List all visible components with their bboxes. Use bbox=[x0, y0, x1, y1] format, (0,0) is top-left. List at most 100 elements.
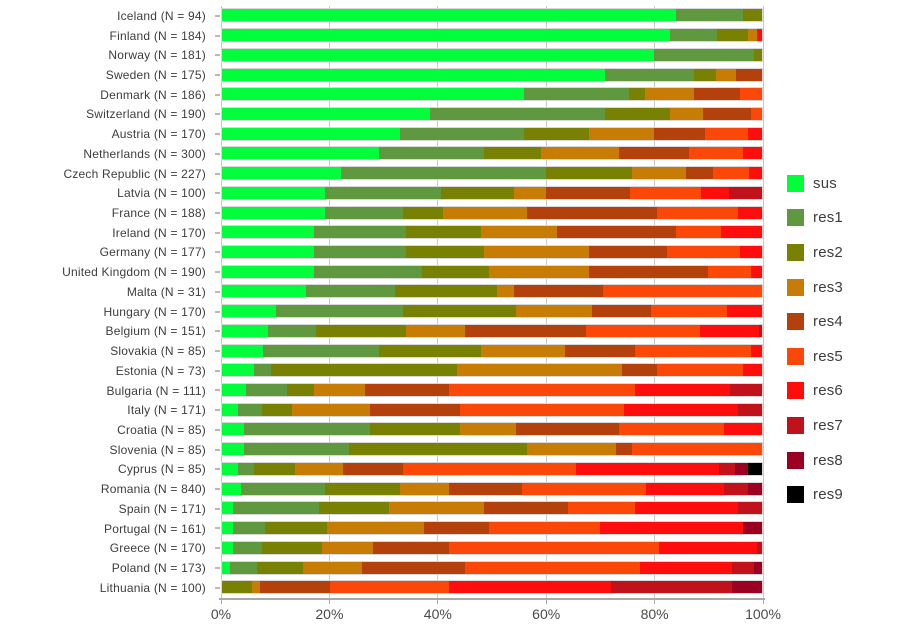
segment-res2 bbox=[378, 344, 482, 357]
segment-res6 bbox=[748, 127, 762, 140]
y-tick bbox=[215, 73, 220, 76]
segment-res5 bbox=[402, 462, 576, 475]
segment-res5 bbox=[448, 541, 660, 554]
segment-res1 bbox=[232, 522, 266, 535]
segment-res4 bbox=[736, 68, 762, 81]
segment-res2 bbox=[262, 541, 322, 554]
segment-res2 bbox=[324, 482, 401, 495]
legend-swatch-res5 bbox=[787, 347, 804, 365]
segment-res1 bbox=[313, 246, 406, 259]
category-label: Spain (N = 171) bbox=[118, 501, 206, 516]
legend-label: res2 bbox=[813, 243, 843, 261]
category-label: Ireland (N = 170) bbox=[112, 225, 206, 240]
stacked-bar bbox=[221, 560, 763, 575]
bar-row bbox=[215, 65, 763, 85]
segment-res2 bbox=[743, 9, 762, 22]
x-tick bbox=[762, 600, 764, 604]
segment-sus bbox=[222, 48, 654, 61]
y-tick bbox=[215, 133, 220, 136]
segment-res3 bbox=[292, 403, 371, 416]
segment-res2 bbox=[421, 265, 490, 278]
stacked-bar bbox=[221, 264, 763, 279]
x-axis: 0% 20% 40% 60% 80% 100% bbox=[211, 598, 781, 628]
bar-row bbox=[215, 262, 763, 282]
segment-res4 bbox=[591, 305, 652, 318]
segment-res1 bbox=[230, 561, 258, 574]
category-label: Slovenia (N = 85) bbox=[109, 442, 206, 457]
segment-res3 bbox=[632, 167, 687, 180]
segment-res1 bbox=[313, 226, 406, 239]
segment-res7 bbox=[737, 403, 762, 416]
segment-res2 bbox=[405, 246, 484, 259]
segment-res6 bbox=[640, 561, 733, 574]
segment-res8 bbox=[734, 462, 749, 475]
stacked-bar bbox=[221, 185, 763, 200]
segment-res3 bbox=[302, 561, 363, 574]
legend-label: res7 bbox=[813, 416, 843, 434]
bar-row bbox=[215, 282, 763, 302]
legend-swatch-res1 bbox=[787, 209, 804, 227]
y-tick bbox=[215, 14, 220, 17]
bar-row bbox=[215, 440, 763, 460]
legend-item-res2: res2 bbox=[787, 235, 897, 270]
gridline-0 bbox=[220, 6, 222, 598]
segment-res3 bbox=[251, 581, 260, 594]
segment-res3 bbox=[389, 502, 484, 515]
segment-res5 bbox=[448, 384, 636, 397]
segment-res1 bbox=[324, 206, 403, 219]
segment-res1 bbox=[240, 482, 325, 495]
segment-res1 bbox=[524, 88, 629, 101]
bar-row bbox=[215, 361, 763, 381]
segment-res5 bbox=[521, 482, 646, 495]
y-tick bbox=[215, 369, 220, 372]
y-tick bbox=[215, 290, 220, 293]
segment-res2 bbox=[348, 443, 528, 456]
segment-res6 bbox=[599, 522, 744, 535]
segment-sus bbox=[222, 167, 341, 180]
category-label: Czech Republic (N = 227) bbox=[63, 166, 206, 181]
segment-res8 bbox=[732, 581, 762, 594]
gridline-100 bbox=[762, 6, 764, 598]
segment-res1 bbox=[378, 147, 484, 160]
bar-row bbox=[215, 243, 763, 263]
category-label: Belgium (N = 151) bbox=[105, 324, 206, 339]
stacked-bar bbox=[221, 402, 763, 417]
category-label: Romania (N = 840) bbox=[100, 482, 206, 497]
bar-row bbox=[215, 322, 763, 342]
segment-sus bbox=[222, 186, 325, 199]
segment-sus bbox=[222, 88, 525, 101]
segment-res5 bbox=[329, 581, 449, 594]
y-tick bbox=[215, 211, 220, 214]
segment-res1 bbox=[238, 403, 263, 416]
category-label: Slovakia (N = 85) bbox=[110, 344, 206, 359]
segment-res6 bbox=[699, 324, 760, 337]
category-label: Denmark (N = 186) bbox=[100, 87, 206, 102]
bar-row bbox=[215, 85, 763, 105]
segment-res2 bbox=[394, 285, 498, 298]
segment-res6 bbox=[624, 403, 738, 416]
bar-row bbox=[215, 26, 763, 46]
stacked-bar bbox=[221, 284, 763, 299]
segment-res5 bbox=[632, 443, 762, 456]
legend: sus res1 res2 res3 res4 res5 res6 res7 res8 res9 bbox=[787, 166, 897, 512]
y-tick bbox=[215, 468, 220, 471]
x-tick-label: 80% bbox=[640, 606, 669, 622]
segment-res5 bbox=[751, 107, 762, 120]
category-label: United Kingdom (N = 190) bbox=[62, 265, 206, 280]
bar-row bbox=[215, 302, 763, 322]
bar-row bbox=[215, 460, 763, 480]
y-tick bbox=[215, 310, 220, 313]
segment-sus bbox=[222, 68, 606, 81]
segment-res4 bbox=[370, 403, 460, 416]
segment-sus bbox=[222, 324, 268, 337]
y-tick bbox=[215, 428, 220, 431]
category-label: Iceland (N = 94) bbox=[117, 8, 206, 23]
x-tick-label: 100% bbox=[745, 606, 781, 622]
category-label: Hungary (N = 170) bbox=[103, 304, 206, 319]
y-tick bbox=[215, 192, 220, 195]
x-axis-line bbox=[219, 598, 765, 600]
gridline-60 bbox=[545, 6, 547, 598]
legend-item-res7: res7 bbox=[787, 408, 897, 443]
x-tick bbox=[654, 600, 656, 604]
segment-res2 bbox=[545, 167, 633, 180]
